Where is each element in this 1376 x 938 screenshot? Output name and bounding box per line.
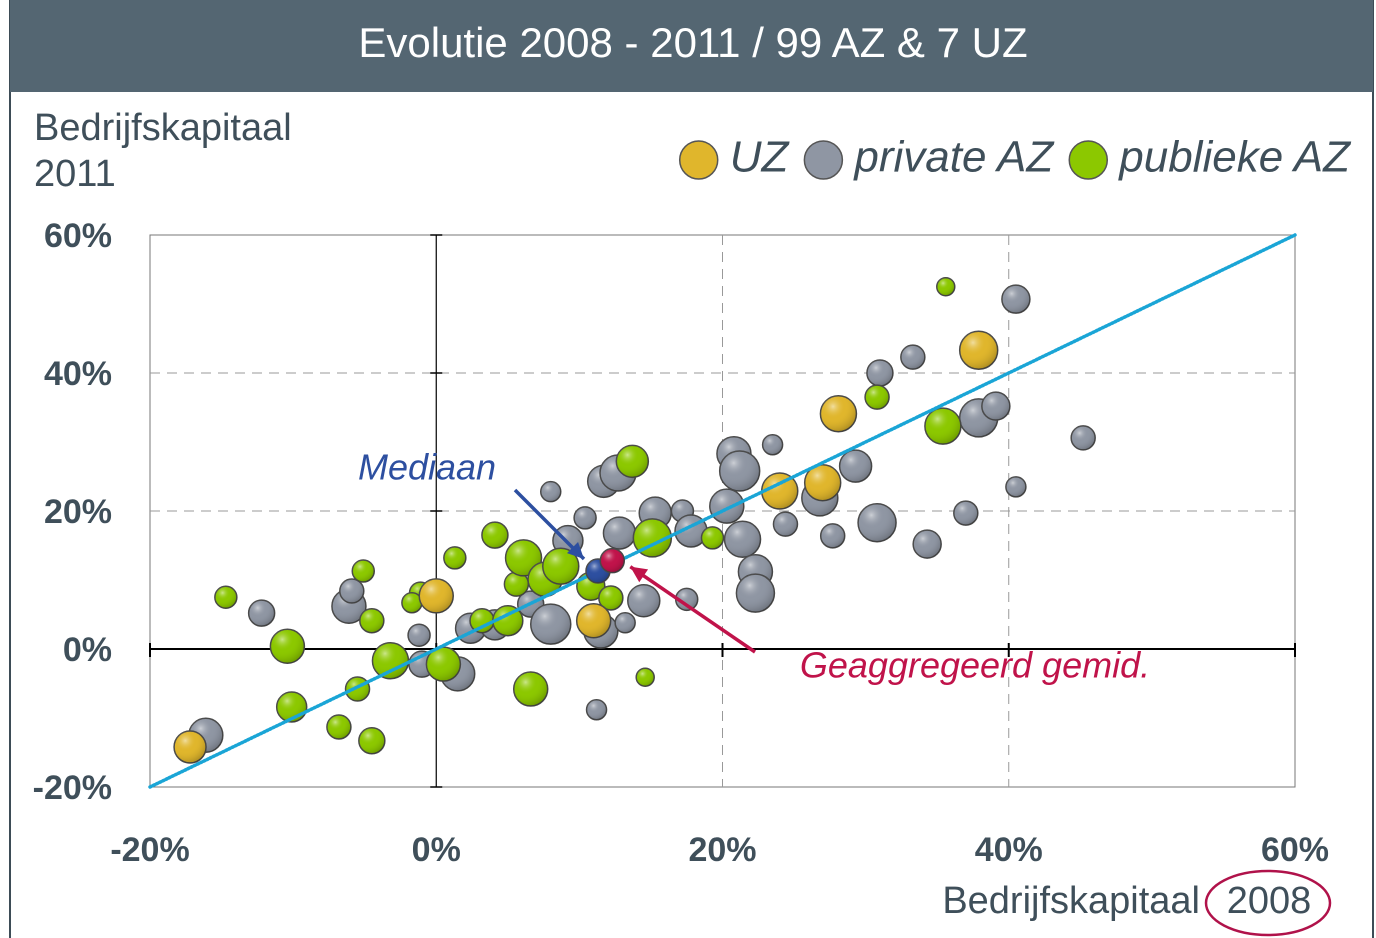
bubble-shade	[426, 647, 461, 682]
bubble-shade	[586, 699, 607, 720]
y-tick-label: -20%	[33, 769, 112, 807]
bubble-shade	[804, 464, 841, 501]
bubble-shade	[481, 522, 508, 549]
bubble-shade	[598, 585, 623, 610]
bubble-shade	[820, 523, 845, 548]
x-tick-label: 60%	[1261, 831, 1329, 869]
x-tick-label: 0%	[412, 831, 461, 869]
bubble-shade	[675, 588, 698, 611]
y-tick-label: 60%	[44, 217, 112, 255]
bubble-shade	[174, 730, 207, 763]
bubble-shade	[270, 629, 305, 664]
bubble-shade	[1071, 425, 1096, 450]
frame	[9, 0, 1374, 938]
bubble-shade	[633, 518, 672, 557]
x-axis-label: Bedrijfskapitaal	[942, 880, 1200, 922]
bubble-shade	[574, 506, 597, 529]
bubble-shade	[419, 578, 454, 613]
bubble-shade	[709, 489, 744, 524]
bubble-shade	[603, 517, 636, 550]
annotation-label: Geaggregeerd gemid.	[800, 645, 1150, 686]
bubble-shade	[761, 472, 798, 509]
bubble-shade	[762, 434, 783, 455]
bubble-shade	[913, 530, 942, 559]
bubble-shade	[576, 603, 611, 638]
bubble-shade	[900, 345, 925, 370]
header	[10, 0, 1373, 92]
bubble-shade	[1001, 285, 1030, 314]
bubble-shade	[345, 677, 370, 702]
y-tick-label: 0%	[63, 631, 112, 669]
y-tick-label: 40%	[44, 355, 112, 393]
bubble-shade	[540, 481, 561, 502]
arrow-head	[566, 542, 584, 560]
x-tick-label: -20%	[110, 831, 189, 869]
y-axis-label: Bedrijfskapitaal	[34, 107, 292, 149]
bubble-shade	[636, 668, 655, 687]
bubble-shade	[372, 642, 409, 679]
bubble-shade	[701, 526, 724, 549]
bubble-shade	[719, 450, 760, 491]
bubble-shade	[866, 360, 893, 386]
bubble-shade	[408, 624, 431, 647]
legend-label: UZ	[730, 133, 791, 182]
bubble-shade	[352, 560, 375, 583]
bubble-shade	[773, 512, 798, 537]
bubble-shade	[513, 672, 548, 707]
bubble-shade	[959, 331, 998, 370]
y-tick-label: 20%	[44, 493, 112, 531]
bubble-shade	[542, 548, 579, 585]
annotation-arrow	[513, 488, 586, 561]
x-axis-label: 2008	[1227, 880, 1312, 922]
bubble-shade	[616, 445, 649, 478]
bubble-shade	[736, 574, 775, 613]
legend-label: private AZ	[852, 133, 1055, 182]
bubble-shade	[865, 385, 890, 410]
bubble-shade	[443, 546, 466, 569]
bubble-shade	[600, 548, 625, 573]
arrow-head	[630, 566, 649, 583]
bubble-shade	[858, 503, 897, 542]
legend-marker	[803, 140, 844, 180]
legend-marker	[678, 140, 719, 180]
bubble-shade	[839, 450, 872, 483]
x-tick-label: 40%	[975, 831, 1043, 869]
annotation-arrow	[629, 565, 756, 654]
bubble-shade	[339, 579, 364, 604]
bubble-shade	[924, 408, 961, 445]
y-axis-label: 2011	[34, 153, 116, 195]
bubble-shade	[326, 714, 351, 739]
bubble-shade	[530, 604, 571, 645]
bubble-shade	[627, 584, 660, 617]
highlight-ellipse	[1204, 869, 1332, 937]
bubble-shade	[359, 608, 384, 633]
bubble-shade	[936, 277, 955, 296]
x-tick-label: 20%	[688, 831, 756, 869]
bubble-shade	[358, 727, 385, 754]
bubble-shade	[820, 395, 857, 432]
bubble-shade	[504, 572, 529, 597]
bubble-shade	[470, 608, 495, 633]
legend-label: publieke AZ	[1117, 133, 1352, 182]
bubble-shade	[953, 501, 978, 526]
chart-title: Evolutie 2008 - 2011 / 99 AZ & 7 UZ	[358, 19, 1027, 66]
legend-marker	[1068, 140, 1109, 180]
bubble-shade	[401, 592, 422, 613]
bubble-shade	[724, 521, 761, 558]
reference-line	[148, 233, 1297, 789]
bubble-shade	[214, 586, 237, 609]
bubble-shade	[615, 612, 636, 633]
bubble-shade	[492, 605, 523, 636]
bubble-shade	[981, 392, 1010, 421]
annotation-label: Mediaan	[358, 447, 496, 488]
bubble-shade	[248, 600, 275, 627]
bubble-shade	[1005, 476, 1026, 497]
